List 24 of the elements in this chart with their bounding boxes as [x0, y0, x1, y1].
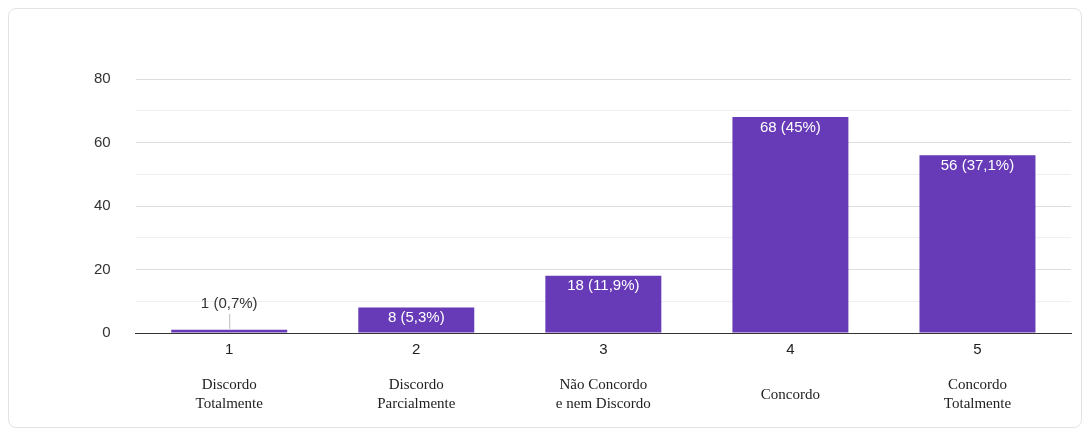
x-tick-label: 2	[412, 340, 421, 358]
text: Concordo Totalmente	[943, 376, 1012, 412]
x-tick-label: 5	[973, 340, 982, 358]
data-label: 56 (37,1%)	[940, 155, 1015, 173]
y-tick-label: 60	[94, 132, 111, 150]
data-label: 1 (0,7%)	[200, 294, 258, 312]
data-label: 68 (45%)	[759, 117, 821, 135]
text: Concordo	[760, 385, 820, 402]
bar	[919, 155, 1036, 333]
text: Discordo Parcialmente	[377, 376, 456, 412]
text: Não Concordo e nem Discordo	[555, 376, 651, 412]
y-tick-label: 80	[94, 69, 111, 87]
text: Discordo Totalmente	[195, 376, 264, 412]
y-tick-label: 40	[94, 196, 111, 214]
y-tick-label: 20	[94, 259, 111, 277]
x-tick-label: 3	[599, 340, 608, 358]
data-label: 18 (11,9%)	[567, 276, 640, 294]
y-tick-label: 0	[102, 323, 111, 341]
bar	[171, 329, 288, 333]
data-label: 8 (5,3%)	[387, 308, 445, 326]
x-tick-label: 1	[225, 340, 234, 358]
bar	[732, 117, 849, 333]
bar	[545, 275, 662, 333]
x-tick-label: 4	[786, 340, 795, 358]
